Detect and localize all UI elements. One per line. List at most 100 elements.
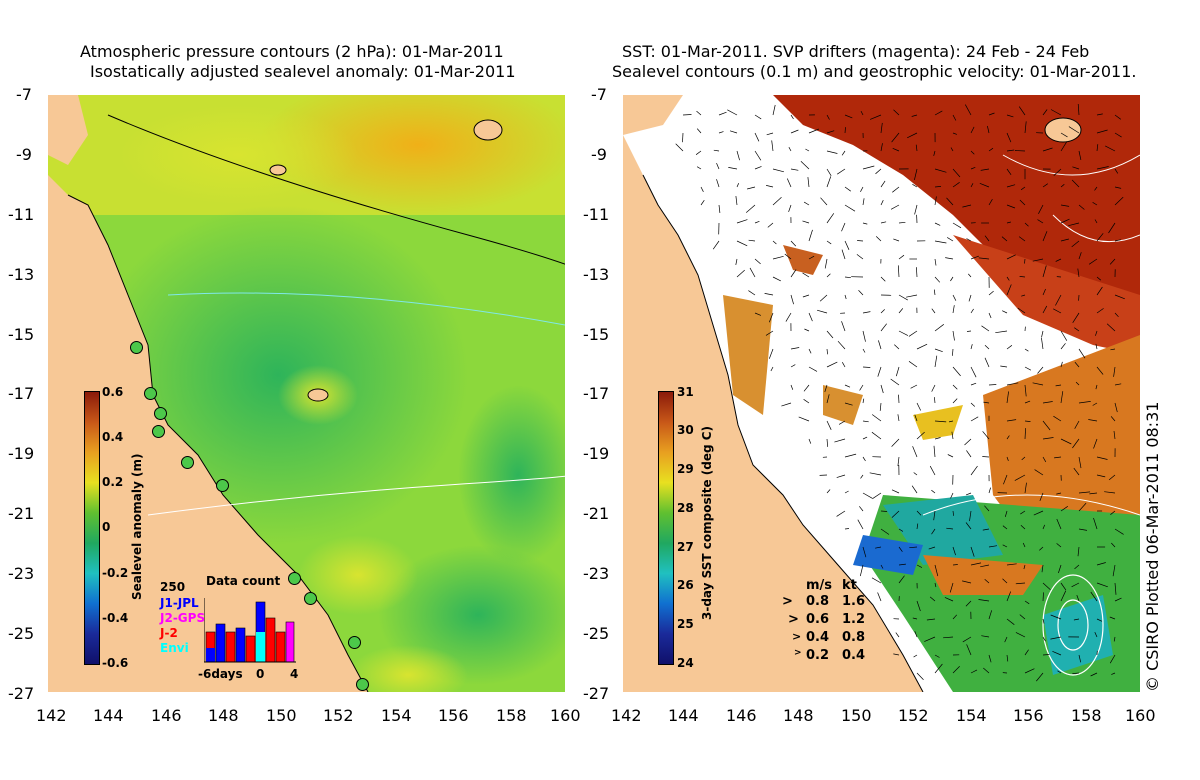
cbar-tick: 0.2 bbox=[102, 475, 124, 489]
velocity-arrow bbox=[844, 528, 850, 530]
velocity-arrow bbox=[1060, 361, 1063, 368]
velocity-arrow bbox=[1055, 384, 1062, 387]
cbar-tick: 26 bbox=[677, 578, 694, 592]
velocity-arrow bbox=[1110, 348, 1116, 351]
velocity-arrow bbox=[931, 384, 936, 392]
velocity-arrow bbox=[1056, 518, 1062, 530]
velocity-arrow bbox=[788, 147, 792, 152]
velocity-arrow bbox=[1078, 502, 1087, 512]
velocity-arrow bbox=[875, 546, 882, 549]
velocity-arrow bbox=[1095, 384, 1098, 390]
velocity-arrow bbox=[966, 330, 972, 332]
velocity-arrow bbox=[1060, 391, 1064, 404]
cbar-tick: 28 bbox=[677, 501, 694, 515]
inset-title: Data count bbox=[206, 574, 281, 588]
velocity-arrow bbox=[1096, 276, 1102, 281]
velocity-arrow bbox=[826, 420, 832, 430]
velocity-arrow bbox=[1078, 348, 1086, 359]
y-tick: -25 bbox=[583, 624, 610, 643]
velocity-arrow bbox=[1057, 670, 1062, 674]
velocity-arrow bbox=[1014, 474, 1026, 481]
velocity-arrow bbox=[808, 128, 820, 134]
x-tick: 156 bbox=[1013, 706, 1044, 725]
legend-arrow: > bbox=[782, 594, 793, 609]
x-tick: 144 bbox=[668, 706, 699, 725]
velocity-arrow bbox=[983, 667, 990, 674]
velocity-arrow bbox=[970, 382, 977, 386]
x-tick: 150 bbox=[266, 706, 297, 725]
velocity-arrow bbox=[1042, 592, 1044, 602]
velocity-arrow bbox=[826, 240, 832, 245]
velocity-arrow bbox=[1042, 437, 1054, 440]
velocity-arrow bbox=[1113, 430, 1116, 440]
velocity-arrow bbox=[912, 617, 918, 620]
x-tick: 158 bbox=[1071, 706, 1102, 725]
velocity-arrow bbox=[770, 366, 774, 372]
velocity-arrow bbox=[860, 474, 864, 479]
velocity-arrow bbox=[979, 182, 990, 188]
cbar-tick: 30 bbox=[677, 423, 694, 437]
velocity-arrow bbox=[790, 384, 794, 390]
velocity-arrow bbox=[844, 453, 857, 458]
velocity-arrow bbox=[1096, 582, 1108, 588]
series-label: J2-GPS bbox=[160, 611, 206, 625]
velocity-arrow bbox=[931, 528, 936, 535]
velocity-arrow bbox=[916, 600, 921, 612]
legend-ms: 0.4 bbox=[806, 630, 830, 645]
velocity-arrow bbox=[1114, 196, 1124, 206]
velocity-arrow bbox=[826, 168, 832, 176]
velocity-arrow bbox=[1096, 166, 1109, 170]
velocity-arrow bbox=[1015, 582, 1026, 585]
velocity-arrow bbox=[800, 161, 810, 170]
velocity-arrow bbox=[924, 636, 936, 642]
velocity-arrow bbox=[837, 340, 846, 350]
cbar-label: Sealevel anomaly (m) bbox=[130, 453, 144, 600]
sealevel-colorbar bbox=[84, 391, 100, 665]
velocity-arrow bbox=[736, 150, 740, 161]
velocity-arrow bbox=[808, 255, 815, 260]
velocity-arrow bbox=[926, 618, 936, 621]
velocity-arrow bbox=[772, 196, 782, 206]
velocity-arrow bbox=[682, 132, 684, 143]
velocity-arrow bbox=[841, 362, 846, 368]
velocity-arrow bbox=[934, 258, 937, 266]
y-tick: -9 bbox=[591, 145, 607, 164]
velocity-arrow bbox=[914, 414, 918, 422]
velocity-arrow bbox=[970, 669, 978, 674]
velocity-arrow bbox=[826, 130, 835, 134]
cbar-tick: -0.2 bbox=[102, 566, 129, 580]
velocity-arrow bbox=[952, 222, 962, 229]
y-tick: -19 bbox=[583, 444, 610, 463]
velocity-arrow bbox=[785, 312, 792, 322]
x-tick: 142 bbox=[36, 706, 67, 725]
velocity-arrow bbox=[1053, 415, 1062, 422]
velocity-arrow bbox=[952, 384, 958, 390]
velocity-arrow bbox=[1072, 672, 1080, 674]
data-count-histogram bbox=[204, 598, 296, 663]
velocity-arrow bbox=[880, 122, 883, 134]
x-tick: 154 bbox=[956, 706, 987, 725]
velocity-arrow bbox=[696, 110, 702, 116]
velocity-arrow bbox=[880, 323, 887, 332]
velocity-arrow bbox=[728, 167, 738, 170]
velocity-arrow bbox=[1024, 420, 1031, 422]
velocity-arrow bbox=[1042, 456, 1047, 463]
velocity-arrow bbox=[862, 198, 865, 206]
velocity-arrow bbox=[844, 240, 850, 250]
y-tick: -13 bbox=[583, 265, 610, 284]
velocity-arrow bbox=[1006, 114, 1014, 118]
velocity-arrow bbox=[962, 204, 972, 208]
velocity-arrow bbox=[802, 294, 810, 298]
inset-x-label: 4 bbox=[290, 667, 299, 681]
velocity-arrow bbox=[1114, 294, 1125, 300]
velocity-arrow bbox=[934, 437, 941, 440]
velocity-arrow bbox=[1060, 132, 1068, 138]
velocity-arrow bbox=[1092, 202, 1098, 206]
velocity-arrow bbox=[898, 546, 903, 552]
velocity-arrow bbox=[890, 378, 900, 386]
velocity-arrow bbox=[934, 663, 943, 674]
velocity-arrow bbox=[1052, 650, 1062, 656]
velocity-arrow bbox=[898, 221, 906, 224]
velocity-arrow bbox=[952, 168, 961, 178]
velocity-arrow bbox=[1078, 654, 1082, 663]
